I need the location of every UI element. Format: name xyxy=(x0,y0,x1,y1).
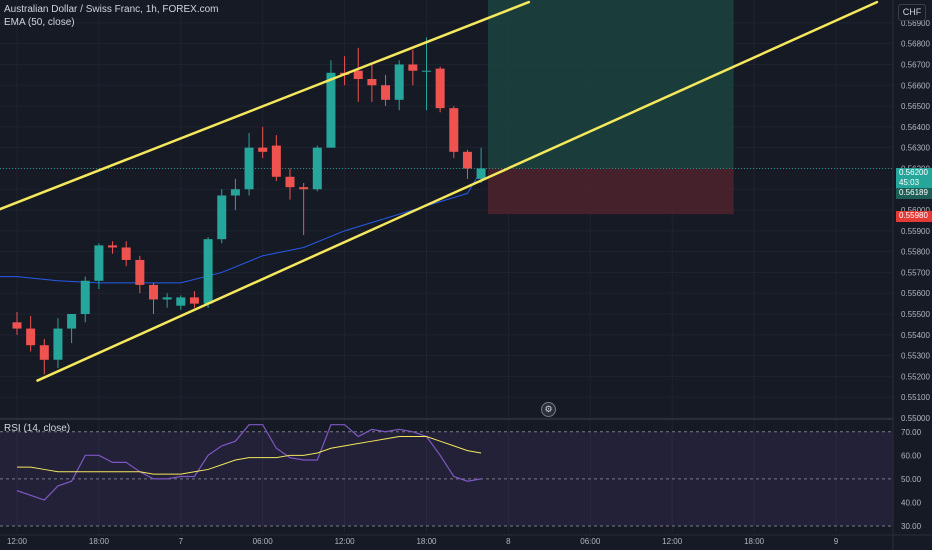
candle-body xyxy=(162,297,172,300)
time-tick-label: 8 xyxy=(506,537,511,546)
candles xyxy=(12,37,486,375)
candle-body xyxy=(462,151,472,169)
price-tick-label: 0.56400 xyxy=(901,123,930,132)
rsi-line xyxy=(16,424,482,501)
candle-body xyxy=(312,147,322,190)
time-tick-label: 06:00 xyxy=(580,537,601,546)
rsi-tick-label: 40.00 xyxy=(901,498,922,507)
candle-body xyxy=(353,70,363,80)
candle-body xyxy=(53,328,63,360)
time-tick-label: 18:00 xyxy=(744,537,765,546)
ema-label: EMA (50, close) xyxy=(4,17,75,28)
candle-body xyxy=(189,297,199,304)
current-price-value: 0.56200 xyxy=(899,168,928,177)
price-tick-label: 0.55800 xyxy=(901,248,930,257)
candle-body xyxy=(230,189,240,196)
time-tick-label: 12:00 xyxy=(7,537,28,546)
rsi-tick-label: 50.00 xyxy=(901,475,922,484)
ema-polyline xyxy=(0,170,482,284)
candle-body xyxy=(367,79,377,86)
price-tick-label: 0.55600 xyxy=(901,289,930,298)
rsi-tick-label: 60.00 xyxy=(901,451,922,460)
candle-body xyxy=(422,70,431,72)
candle-body xyxy=(176,297,186,306)
candle-body xyxy=(108,245,118,248)
candle-body xyxy=(67,314,77,329)
candle-body xyxy=(217,195,227,240)
candle-body xyxy=(285,176,295,188)
price-tick-label: 0.56800 xyxy=(901,40,930,49)
time-tick-label: 12:00 xyxy=(662,537,683,546)
candle-body xyxy=(121,247,131,260)
position-zones xyxy=(0,0,893,215)
grid xyxy=(0,0,893,533)
candle-body xyxy=(135,259,145,285)
rsi_ma-line xyxy=(17,435,482,475)
candle-body xyxy=(39,345,49,360)
candle-body xyxy=(394,64,404,100)
candle-body xyxy=(299,187,309,190)
channel-line-upper xyxy=(0,0,531,211)
price-tick-label: 0.55300 xyxy=(901,352,930,361)
price-tick-label: 0.55700 xyxy=(901,268,930,277)
rsi-tick-label: 70.00 xyxy=(901,428,922,437)
countdown-value: 45:03 xyxy=(899,178,920,187)
stop-zone xyxy=(487,168,734,215)
price-axis-bg xyxy=(893,0,932,550)
candle-body xyxy=(80,280,90,315)
ema-line xyxy=(0,170,482,284)
settings-gear-icon[interactable]: ⚙ xyxy=(541,402,556,417)
time-tick-label: 18:00 xyxy=(416,537,437,546)
rsi-label: RSI (14, close) xyxy=(4,423,71,434)
price-tick-label: 0.55900 xyxy=(901,227,930,236)
candle-body xyxy=(203,239,213,304)
candle-body xyxy=(94,245,104,281)
candle-body xyxy=(258,147,268,152)
stop-price-tag: 0.55980 xyxy=(896,211,932,222)
candle-body xyxy=(435,68,445,109)
candle-body xyxy=(244,147,254,190)
channel-line-lower xyxy=(36,0,879,382)
price-tick-label: 0.56700 xyxy=(901,60,930,69)
channel-lines[interactable] xyxy=(0,0,879,382)
currency-badge[interactable]: CHF xyxy=(898,4,926,21)
time-tick-label: 12:00 xyxy=(335,537,356,546)
candle-body xyxy=(271,145,281,177)
candle-body xyxy=(449,108,459,152)
price-tick-label: 0.55000 xyxy=(901,414,930,423)
candle-body xyxy=(326,72,336,148)
candle-body xyxy=(476,168,486,179)
price-tick-label: 0.55100 xyxy=(901,393,930,402)
price-tick-label: 0.55200 xyxy=(901,372,930,381)
time-tick-label: 06:00 xyxy=(253,537,274,546)
candle-body xyxy=(26,328,36,346)
current-price-tag: 0.56200 45:03 xyxy=(896,168,932,188)
price-tick-label: 0.56900 xyxy=(901,19,930,28)
price-tick-label: 0.55400 xyxy=(901,331,930,340)
rsi-pane xyxy=(0,418,932,527)
symbol-title: Australian Dollar / Swiss Franc, 1h, FOR… xyxy=(4,4,219,15)
candle-body xyxy=(149,284,158,300)
ema-price-tag: 0.56189 xyxy=(896,188,932,199)
price-tick-label: 0.56500 xyxy=(901,102,930,111)
price-tick-label: 0.56300 xyxy=(901,144,930,153)
time-tick-label: 7 xyxy=(179,537,184,546)
time-tick-label: 18:00 xyxy=(89,537,110,546)
time-tick-label: 9 xyxy=(834,537,839,546)
candle-body xyxy=(381,85,391,100)
price-tick-label: 0.56600 xyxy=(901,81,930,90)
price-tick-label: 0.55500 xyxy=(901,310,930,319)
candle-body xyxy=(12,322,22,329)
rsi-tick-label: 30.00 xyxy=(901,522,922,531)
candle-body xyxy=(408,64,418,71)
